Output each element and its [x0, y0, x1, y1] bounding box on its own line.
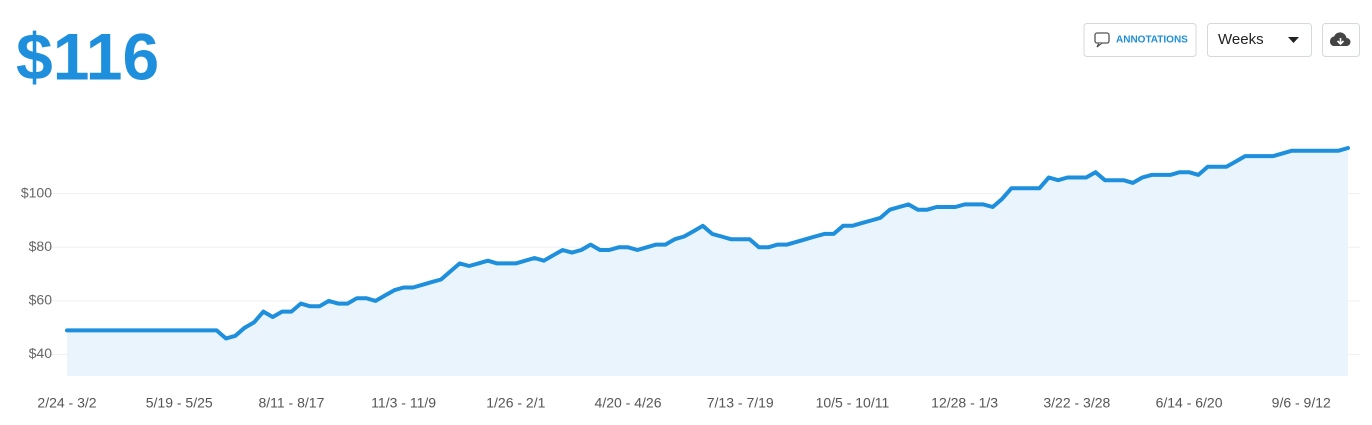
button-frame: [1083, 23, 1197, 57]
x-tick-label: 2/24 - 3/2: [37, 395, 96, 411]
y-tick-label: $80: [29, 238, 53, 254]
x-tick-label: 7/13 - 7/19: [707, 395, 774, 411]
y-tick-label: $40: [29, 345, 53, 361]
select-frame: [1207, 23, 1312, 57]
x-tick-label: 4/20 - 4/26: [595, 395, 662, 411]
x-tick-label: 12/28 - 1/3: [931, 395, 998, 411]
x-tick-label: 3/22 - 3/28: [1043, 395, 1110, 411]
dropdown-arrow: [1288, 37, 1299, 43]
y-tick-label: $100: [21, 184, 52, 200]
headline-value: $116: [16, 19, 159, 93]
area: [67, 148, 1348, 376]
x-tick-label: 9/6 - 9/12: [1272, 395, 1331, 411]
x-tick-label: 5/19 - 5/25: [146, 395, 213, 411]
period-select[interactable]: Weeks: [1207, 23, 1312, 57]
period-label: Weeks: [1218, 31, 1264, 48]
annotations-button[interactable]: ANNOTATIONS: [1083, 23, 1197, 57]
download-button[interactable]: [1322, 23, 1360, 57]
download-arrow: [1336, 38, 1345, 46]
line: [65, 146, 1350, 341]
x-tick-label: 8/11 - 8/17: [258, 395, 324, 411]
y-tick-label: $60: [29, 292, 53, 308]
x-tick-label: 11/3 - 11/9: [371, 395, 436, 411]
annotations-label: ANNOTATIONS: [1116, 35, 1188, 46]
x-tick-label: 6/14 - 6/20: [1156, 395, 1223, 411]
x-tick-label: 10/5 - 10/11: [816, 395, 890, 411]
x-tick-label: 1/26 - 2/1: [486, 395, 545, 411]
comment-icon-tail: [1096, 42, 1103, 48]
